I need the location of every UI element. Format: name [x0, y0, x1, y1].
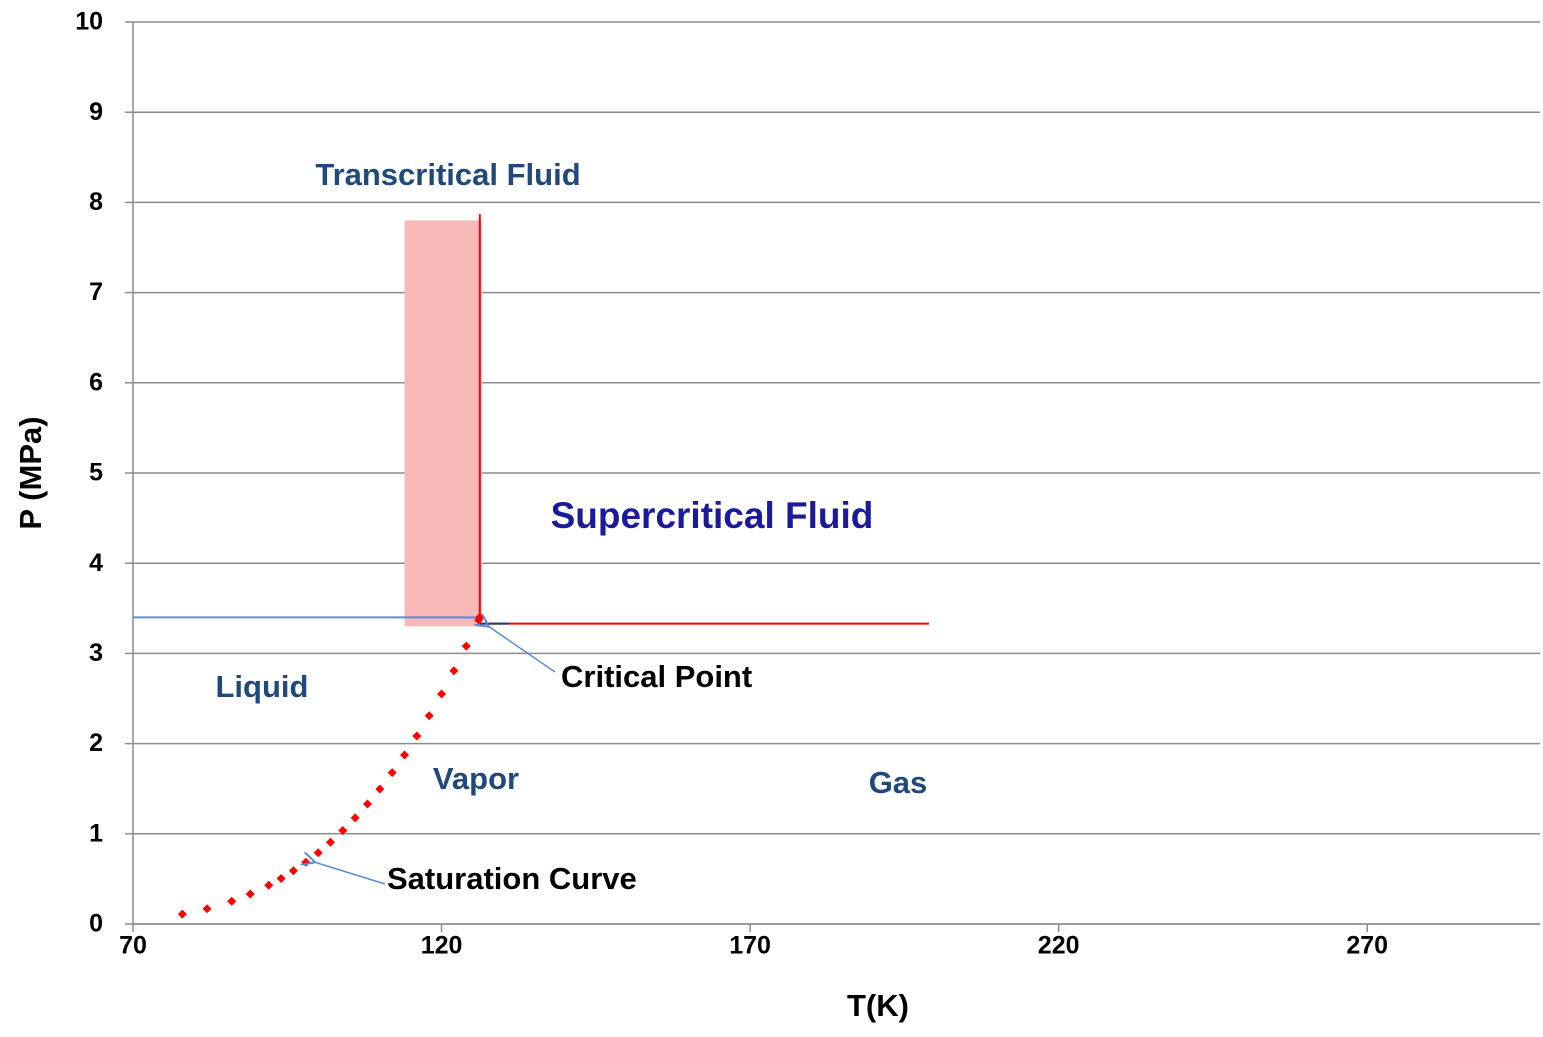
y-tick-label: 1 [89, 819, 103, 847]
data-point [264, 880, 274, 890]
data-point [202, 904, 212, 914]
x-tick-label: 170 [729, 932, 771, 960]
data-point [400, 750, 410, 760]
data-point [288, 866, 298, 876]
y-tick-label: 10 [75, 8, 103, 36]
data-point [227, 896, 237, 906]
data-point [338, 826, 348, 836]
y-tick-label: 0 [89, 910, 103, 938]
data-point [387, 768, 397, 778]
y-tick-label: 6 [89, 368, 103, 396]
data-point [313, 848, 323, 858]
x-tick-label: 220 [1038, 932, 1080, 960]
x-axis-title: T(K) [847, 988, 909, 1023]
y-tick-label: 5 [89, 459, 103, 487]
data-point [245, 889, 255, 899]
arrow [314, 862, 386, 885]
y-tick-label: 9 [89, 98, 103, 126]
annotation: Transcritical Fluid [315, 157, 580, 192]
data-point [363, 799, 372, 809]
y-tick-label: 4 [89, 549, 103, 577]
x-tick-label: 120 [421, 932, 463, 960]
data-point [301, 857, 311, 867]
y-tick-label: 2 [89, 729, 103, 757]
x-tick-label: 70 [119, 932, 147, 960]
y-tick-label: 7 [89, 278, 103, 306]
data-point [412, 731, 422, 741]
data-point [375, 784, 385, 794]
annotation: Gas [869, 765, 928, 800]
annotation: Supercritical Fluid [551, 495, 874, 536]
y-tick-label: 8 [89, 188, 103, 216]
annotation: Liquid [216, 669, 309, 704]
arrow [488, 626, 556, 673]
annotation: Vapor [433, 761, 519, 796]
annotation: Saturation Curve [387, 861, 637, 896]
data-point [437, 689, 447, 699]
data-point [325, 837, 335, 847]
x-tick-label: 270 [1346, 932, 1388, 960]
data-point [276, 873, 286, 883]
transcritical-region [404, 220, 482, 627]
y-axis-title: P (MPa) [13, 416, 48, 529]
data-point [449, 666, 459, 676]
data-point [177, 909, 187, 919]
data-point [350, 813, 360, 823]
annotation: Critical Point [561, 659, 752, 694]
y-tick-label: 3 [89, 639, 103, 667]
data-point [424, 711, 434, 721]
data-point [461, 641, 471, 651]
